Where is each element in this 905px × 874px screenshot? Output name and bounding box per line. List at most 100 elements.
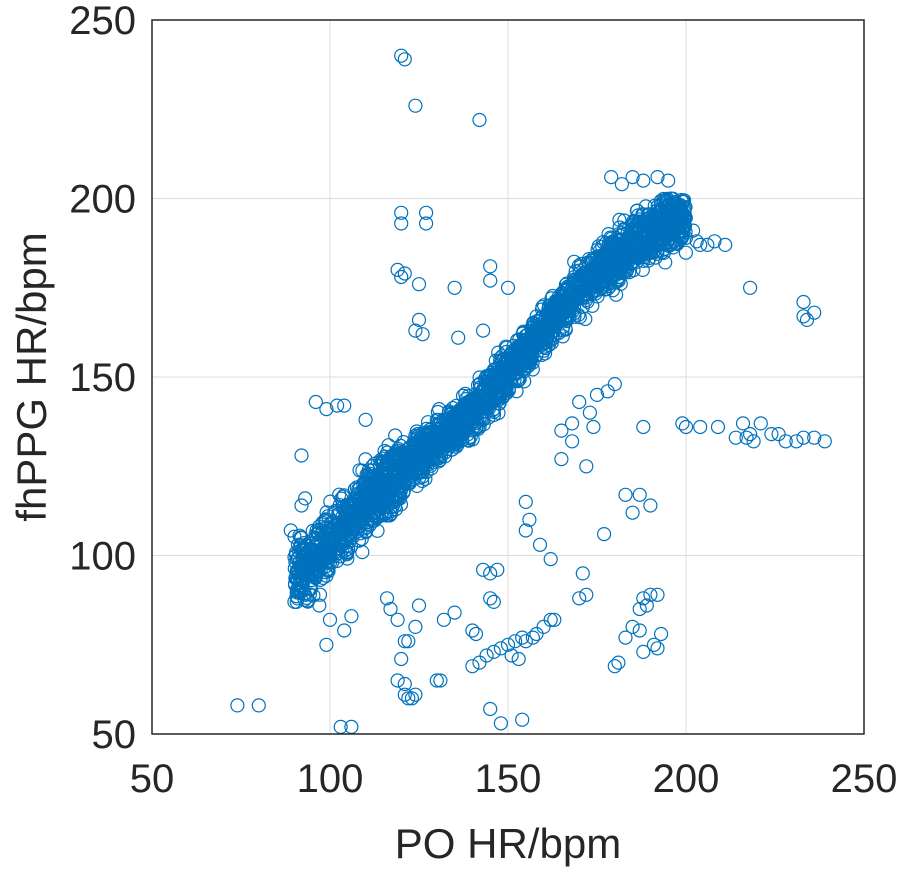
- scatter-point: [543, 612, 558, 627]
- scatter-point: [654, 231, 669, 247]
- scatter-point: [771, 427, 786, 442]
- scatter-point: [318, 540, 333, 555]
- scatter-point: [506, 363, 522, 378]
- x-axis-label: PO HR/bpm: [395, 820, 621, 867]
- scatter-point: [555, 329, 570, 344]
- scatter-point: [390, 673, 405, 688]
- scatter-point: [356, 476, 371, 491]
- scatter-point: [486, 594, 501, 610]
- scatter-point: [746, 434, 761, 449]
- scatter-point: [638, 228, 653, 243]
- scatter-point: [735, 416, 751, 431]
- scatter-point: [742, 427, 758, 442]
- scatter-point: [578, 280, 593, 295]
- scatter-point: [483, 566, 498, 581]
- scatter-point: [650, 587, 665, 602]
- scatter-point: [807, 305, 822, 320]
- scatter-point: [352, 463, 367, 478]
- scatter-point: [436, 612, 451, 627]
- scatter-point: [440, 438, 455, 453]
- scatter-point: [575, 299, 591, 314]
- scatter-point: [538, 335, 554, 350]
- scatter-point: [646, 213, 661, 229]
- scatter-point: [397, 676, 412, 692]
- scatter-point: [390, 262, 405, 277]
- scatter-point: [576, 268, 592, 283]
- scatter-point: [298, 587, 313, 602]
- scatter-point: [742, 280, 758, 295]
- scatter-point: [512, 343, 528, 358]
- scatter-point: [408, 619, 423, 635]
- scatter-point: [650, 641, 665, 656]
- scatter-point: [678, 419, 694, 435]
- scatter-point: [636, 173, 651, 188]
- scatter-point: [633, 214, 648, 229]
- scatter-point: [640, 245, 655, 260]
- scatter-point: [353, 513, 368, 528]
- scatter-point: [397, 634, 412, 649]
- plot-frame: [151, 19, 865, 735]
- scatter-point: [314, 525, 329, 541]
- y-tick-label: 100: [69, 535, 136, 579]
- scatter-point: [394, 269, 409, 285]
- scatter-point: [472, 655, 487, 670]
- scatter-point: [360, 489, 375, 504]
- scatter-point: [518, 494, 533, 509]
- scatter-point: [685, 223, 701, 238]
- scatter-point: [325, 555, 340, 570]
- scatter-point: [490, 562, 505, 577]
- scatter-point: [678, 245, 694, 260]
- scatter-point: [606, 256, 621, 272]
- scatter-point: [575, 566, 590, 581]
- scatter-point: [375, 498, 390, 513]
- scatter-point: [558, 322, 573, 337]
- scatter-point: [613, 240, 628, 255]
- scatter-point: [321, 509, 336, 524]
- scatter-point: [476, 562, 491, 577]
- scatter-point: [494, 374, 510, 389]
- scatter-point: [468, 626, 484, 642]
- scatter-point: [337, 488, 352, 503]
- scatter-point: [718, 237, 733, 252]
- scatter-point: [396, 445, 411, 460]
- scatter-point: [548, 316, 563, 331]
- scatter-point: [346, 493, 361, 508]
- scatter-point: [408, 323, 423, 338]
- scatter-point: [629, 242, 644, 257]
- scatter-point: [544, 291, 559, 306]
- scatter-point: [650, 170, 665, 185]
- scatter-point: [478, 386, 494, 401]
- scatter-point: [533, 311, 549, 326]
- scatter-point: [592, 266, 607, 281]
- scatter-point: [494, 353, 509, 368]
- scatter-point: [689, 234, 704, 249]
- scatter-point: [322, 548, 337, 563]
- scatter-point: [676, 193, 692, 208]
- scatter-point: [290, 580, 306, 595]
- scatter-point: [465, 659, 480, 674]
- scatter-point: [564, 416, 580, 431]
- scatter-point: [317, 551, 333, 567]
- scatter-point: [341, 541, 356, 557]
- scatter-point: [313, 532, 328, 547]
- scatter-point: [419, 216, 434, 231]
- scatter-point: [401, 634, 416, 649]
- scatter-point: [675, 416, 690, 431]
- scatter-point: [643, 498, 658, 513]
- scatter-point: [707, 234, 722, 249]
- scatter-point: [618, 630, 633, 645]
- scatter-point: [600, 384, 615, 399]
- scatter-point: [419, 205, 434, 220]
- scatter-point: [330, 398, 345, 413]
- scatter-point: [807, 430, 822, 445]
- scatter-point: [408, 687, 423, 702]
- scatter-point: [564, 434, 580, 449]
- scatter-point: [305, 523, 320, 539]
- scatter-point: [386, 454, 401, 469]
- scatter-point: [488, 386, 503, 401]
- scatter-point: [796, 309, 811, 324]
- scatter-point: [547, 612, 562, 627]
- scatter-point: [294, 498, 309, 513]
- scatter-point: [386, 447, 402, 462]
